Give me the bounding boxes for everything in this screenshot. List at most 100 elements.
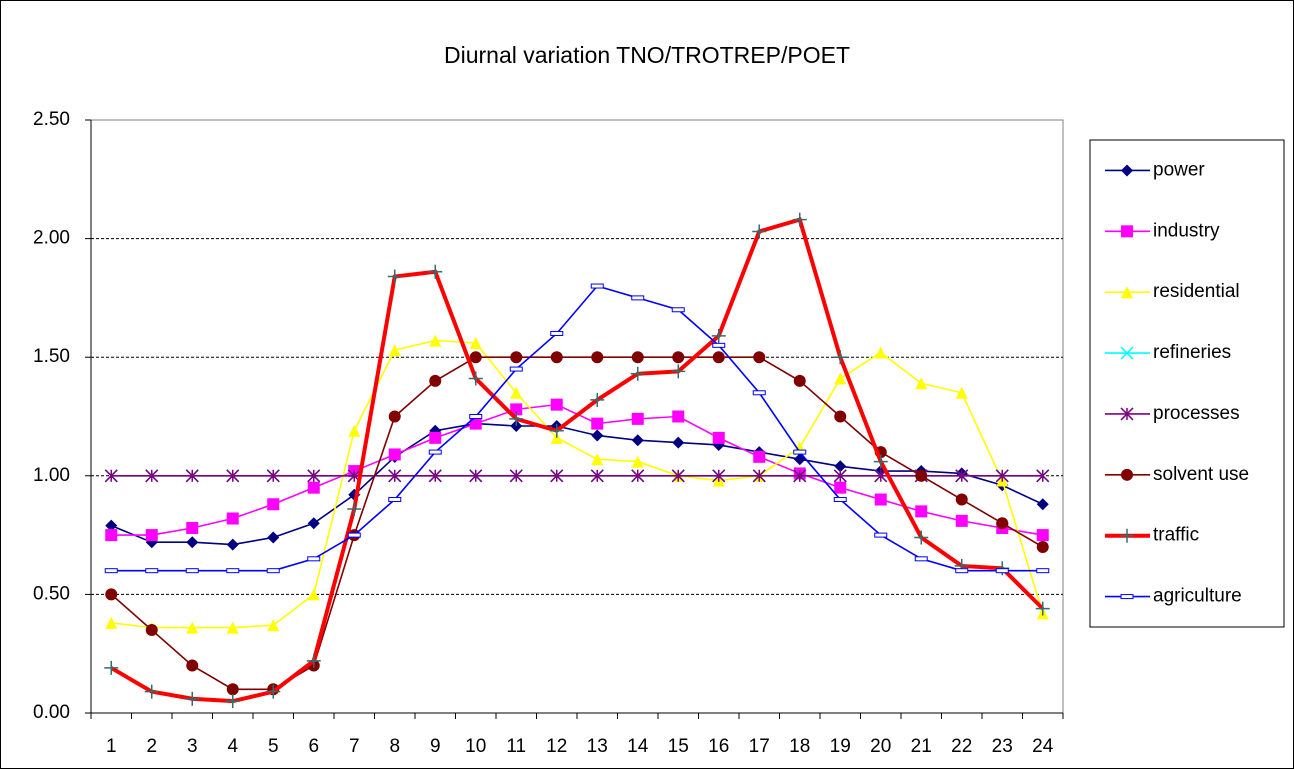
marker xyxy=(510,351,523,364)
x-tick-label: 19 xyxy=(830,736,851,757)
marker xyxy=(469,469,483,483)
marker xyxy=(388,497,402,503)
legend-label: refineries xyxy=(1153,342,1231,363)
marker xyxy=(834,410,847,423)
x-tick-label: 4 xyxy=(227,736,238,757)
series-line xyxy=(110,217,1045,704)
legend-label: industry xyxy=(1153,220,1220,241)
x-tick-label: 10 xyxy=(465,736,486,757)
marker xyxy=(630,366,645,381)
marker xyxy=(266,684,281,699)
marker xyxy=(185,469,199,483)
marker xyxy=(631,434,644,447)
marker xyxy=(186,521,199,534)
x-tick-label: 18 xyxy=(789,736,810,757)
marker xyxy=(388,344,401,357)
marker xyxy=(711,328,726,343)
marker xyxy=(915,505,928,518)
x-tick-label: 8 xyxy=(389,736,400,757)
marker xyxy=(550,330,564,336)
legend-label: power xyxy=(1153,159,1205,180)
marker xyxy=(834,460,847,473)
marker xyxy=(509,366,523,372)
x-tick-label: 6 xyxy=(308,736,319,757)
marker xyxy=(1036,529,1049,542)
marker xyxy=(591,351,604,364)
x-tick-label: 7 xyxy=(349,736,360,757)
marker xyxy=(429,431,442,444)
marker xyxy=(469,414,483,419)
marker xyxy=(225,694,240,709)
marker xyxy=(186,536,199,549)
marker xyxy=(631,469,645,483)
marker xyxy=(955,386,968,399)
marker xyxy=(144,684,159,699)
marker xyxy=(104,660,119,675)
marker xyxy=(1120,594,1134,600)
marker xyxy=(712,351,725,364)
x-tick-label: 16 xyxy=(708,736,729,757)
legend-label: traffic xyxy=(1153,525,1199,546)
y-tick-label: 2.50 xyxy=(33,109,70,130)
marker xyxy=(591,453,604,466)
marker xyxy=(590,392,605,407)
marker xyxy=(671,364,686,379)
chart-title: Diurnal variation TNO/TROTREP/POET xyxy=(444,42,850,68)
marker xyxy=(955,514,968,527)
marker xyxy=(550,431,563,444)
marker xyxy=(428,264,443,279)
marker xyxy=(590,283,604,289)
y-tick-label: 1.00 xyxy=(33,465,70,486)
marker xyxy=(347,532,361,538)
marker xyxy=(631,351,644,364)
series-line xyxy=(111,339,1044,629)
marker xyxy=(307,517,320,530)
series-line xyxy=(110,356,1044,691)
marker xyxy=(186,621,199,634)
x-tick-label: 21 xyxy=(911,736,932,757)
marker xyxy=(914,530,929,545)
marker xyxy=(1120,346,1134,360)
x-tick-label: 24 xyxy=(1032,736,1054,757)
x-tick-label: 13 xyxy=(587,736,608,757)
marker xyxy=(307,469,321,483)
marker xyxy=(874,493,887,506)
marker xyxy=(955,469,969,483)
marker xyxy=(307,556,321,562)
legend xyxy=(1089,139,1285,628)
marker xyxy=(915,469,928,482)
x-tick-label: 14 xyxy=(627,736,649,757)
marker xyxy=(550,398,563,411)
marker xyxy=(995,568,1009,574)
marker xyxy=(469,336,482,349)
marker xyxy=(307,588,320,601)
marker xyxy=(510,403,523,416)
marker xyxy=(591,429,604,442)
marker xyxy=(469,417,482,430)
marker xyxy=(105,529,118,542)
marker xyxy=(671,469,685,483)
marker xyxy=(469,351,482,364)
x-tick-label: 17 xyxy=(749,736,770,757)
marker xyxy=(995,469,1009,483)
marker xyxy=(145,623,158,636)
marker xyxy=(672,351,685,364)
marker xyxy=(105,519,118,532)
marker xyxy=(793,469,807,483)
marker xyxy=(428,449,442,455)
marker xyxy=(267,619,280,632)
marker xyxy=(104,568,118,574)
y-tick-label: 1.50 xyxy=(33,346,70,367)
marker xyxy=(833,497,847,503)
marker xyxy=(1036,469,1050,483)
marker xyxy=(753,450,766,463)
marker xyxy=(752,390,766,396)
marker xyxy=(1120,407,1134,421)
marker xyxy=(145,568,159,574)
marker xyxy=(591,417,604,430)
marker xyxy=(348,424,361,437)
x-tick-label: 3 xyxy=(187,736,198,757)
marker xyxy=(914,556,928,562)
